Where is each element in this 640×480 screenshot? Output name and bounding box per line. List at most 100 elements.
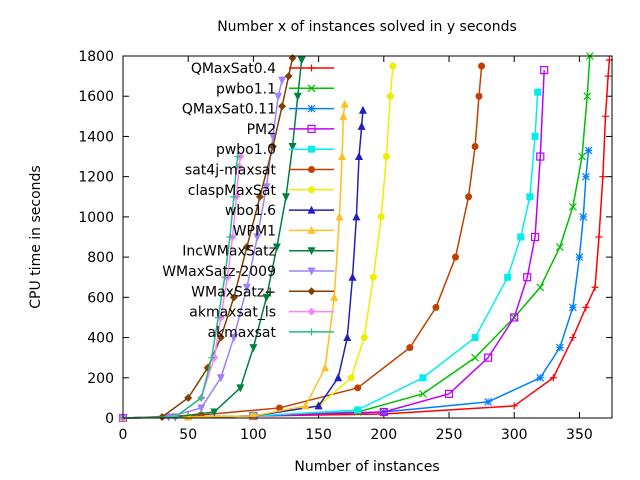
- data-point: [301, 401, 310, 410]
- data-point: [216, 333, 225, 342]
- data-point: [288, 54, 297, 63]
- data-point: [510, 402, 518, 410]
- legend-marker: [307, 104, 316, 113]
- data-point: [284, 72, 293, 81]
- data-point: [343, 333, 352, 342]
- data-point: [210, 408, 219, 417]
- data-point: [354, 406, 362, 414]
- data-point: [242, 283, 251, 292]
- data-point: [578, 152, 586, 161]
- data-point: [274, 92, 283, 101]
- y-tick-label: 200: [87, 371, 114, 387]
- data-point: [334, 373, 343, 382]
- data-point: [357, 121, 366, 130]
- data-point: [226, 233, 234, 241]
- series-line-wmaxsatz-: [122, 57, 294, 419]
- data-point: [432, 303, 440, 311]
- data-point: [355, 152, 364, 161]
- legend-label: claspMaxSat: [188, 183, 277, 199]
- data-point: [526, 193, 534, 201]
- data-point: [262, 293, 271, 302]
- legend-label: akmaxsat_ls: [189, 305, 276, 321]
- data-point: [236, 384, 245, 393]
- data-point: [465, 193, 473, 201]
- data-point: [369, 273, 377, 281]
- axis-ticks: 0 50 100 150 200 250 300 350 0 200 400 600 800 1000 12…: [78, 49, 612, 443]
- data-point: [504, 273, 512, 281]
- data-point: [282, 193, 290, 202]
- data-point: [275, 404, 283, 412]
- data-point: [530, 232, 540, 242]
- legend-label: IncWMaxSatz: [182, 244, 276, 260]
- data-point: [348, 272, 357, 281]
- y-tick-label: 1000: [78, 210, 114, 226]
- data-point: [575, 253, 584, 262]
- legend-label: akmaxsat: [207, 325, 276, 341]
- data-point: [534, 88, 542, 96]
- legend-label: sat4j-maxsat: [185, 163, 277, 179]
- data-point: [510, 313, 519, 322]
- data-point: [321, 363, 330, 372]
- data-point: [338, 152, 347, 161]
- data-point: [288, 143, 297, 151]
- data-point: [582, 303, 590, 311]
- legend-label: WMaxSatz-2009: [162, 264, 276, 280]
- data-point: [604, 72, 612, 80]
- data-point: [214, 313, 222, 321]
- legend-label: QMaxSat0.11: [182, 102, 276, 118]
- data-point: [330, 292, 339, 301]
- data-point: [249, 411, 258, 420]
- plot-area: [118, 52, 613, 423]
- data-point: [360, 334, 368, 342]
- data-point: [197, 394, 205, 402]
- data-point: [452, 253, 460, 261]
- data-point: [579, 212, 588, 221]
- data-point: [208, 354, 216, 362]
- x-tick-label: 50: [179, 427, 197, 443]
- data-point: [418, 389, 427, 398]
- x-tick-label: 200: [370, 427, 397, 443]
- data-point: [583, 92, 592, 101]
- legend-marker: [307, 247, 316, 256]
- data-point: [171, 413, 179, 421]
- data-point: [484, 397, 493, 406]
- y-axis-label: CPU time in seconds: [28, 165, 44, 308]
- plot-frame: [122, 55, 613, 419]
- data-point: [478, 62, 486, 70]
- y-tick-label: 400: [87, 331, 114, 347]
- legend-marker: [307, 225, 316, 234]
- y-tick-label: 1400: [78, 129, 114, 145]
- series-line-pm2: [122, 70, 545, 419]
- data-point: [540, 65, 549, 75]
- data-point: [471, 353, 480, 362]
- legend-marker: [307, 287, 316, 296]
- legend-label: WPM1: [233, 223, 276, 239]
- data-point: [184, 393, 193, 402]
- data-point: [255, 192, 264, 201]
- data-point: [555, 243, 564, 251]
- data-point: [531, 132, 539, 140]
- legend-label: wbo1.6: [225, 203, 276, 219]
- legend: QMaxSat0.4 pwbo1.1 QMaxSat0.11 PM2 pwbo1.0 sa…: [162, 61, 334, 341]
- legend-marker: [308, 186, 315, 194]
- data-point: [352, 212, 361, 221]
- legend-marker: [307, 124, 316, 134]
- legend-marker: [308, 64, 315, 72]
- x-tick-label: 350: [566, 427, 593, 443]
- y-tick-label: 1800: [78, 49, 114, 65]
- legend-label: pwbo1.0: [216, 142, 276, 158]
- data-point: [386, 92, 394, 100]
- data-point: [377, 213, 385, 221]
- data-point: [234, 153, 242, 161]
- legend-marker: [307, 84, 316, 93]
- data-point: [358, 105, 367, 114]
- data-point: [262, 183, 271, 192]
- data-point: [536, 283, 545, 292]
- data-point: [221, 273, 229, 281]
- y-tick-label: 1600: [78, 89, 114, 105]
- series-line-sat4j-maxsat: [122, 65, 483, 419]
- data-point: [297, 56, 306, 65]
- data-point: [591, 283, 599, 291]
- series-line-pwbo1-0: [122, 92, 539, 419]
